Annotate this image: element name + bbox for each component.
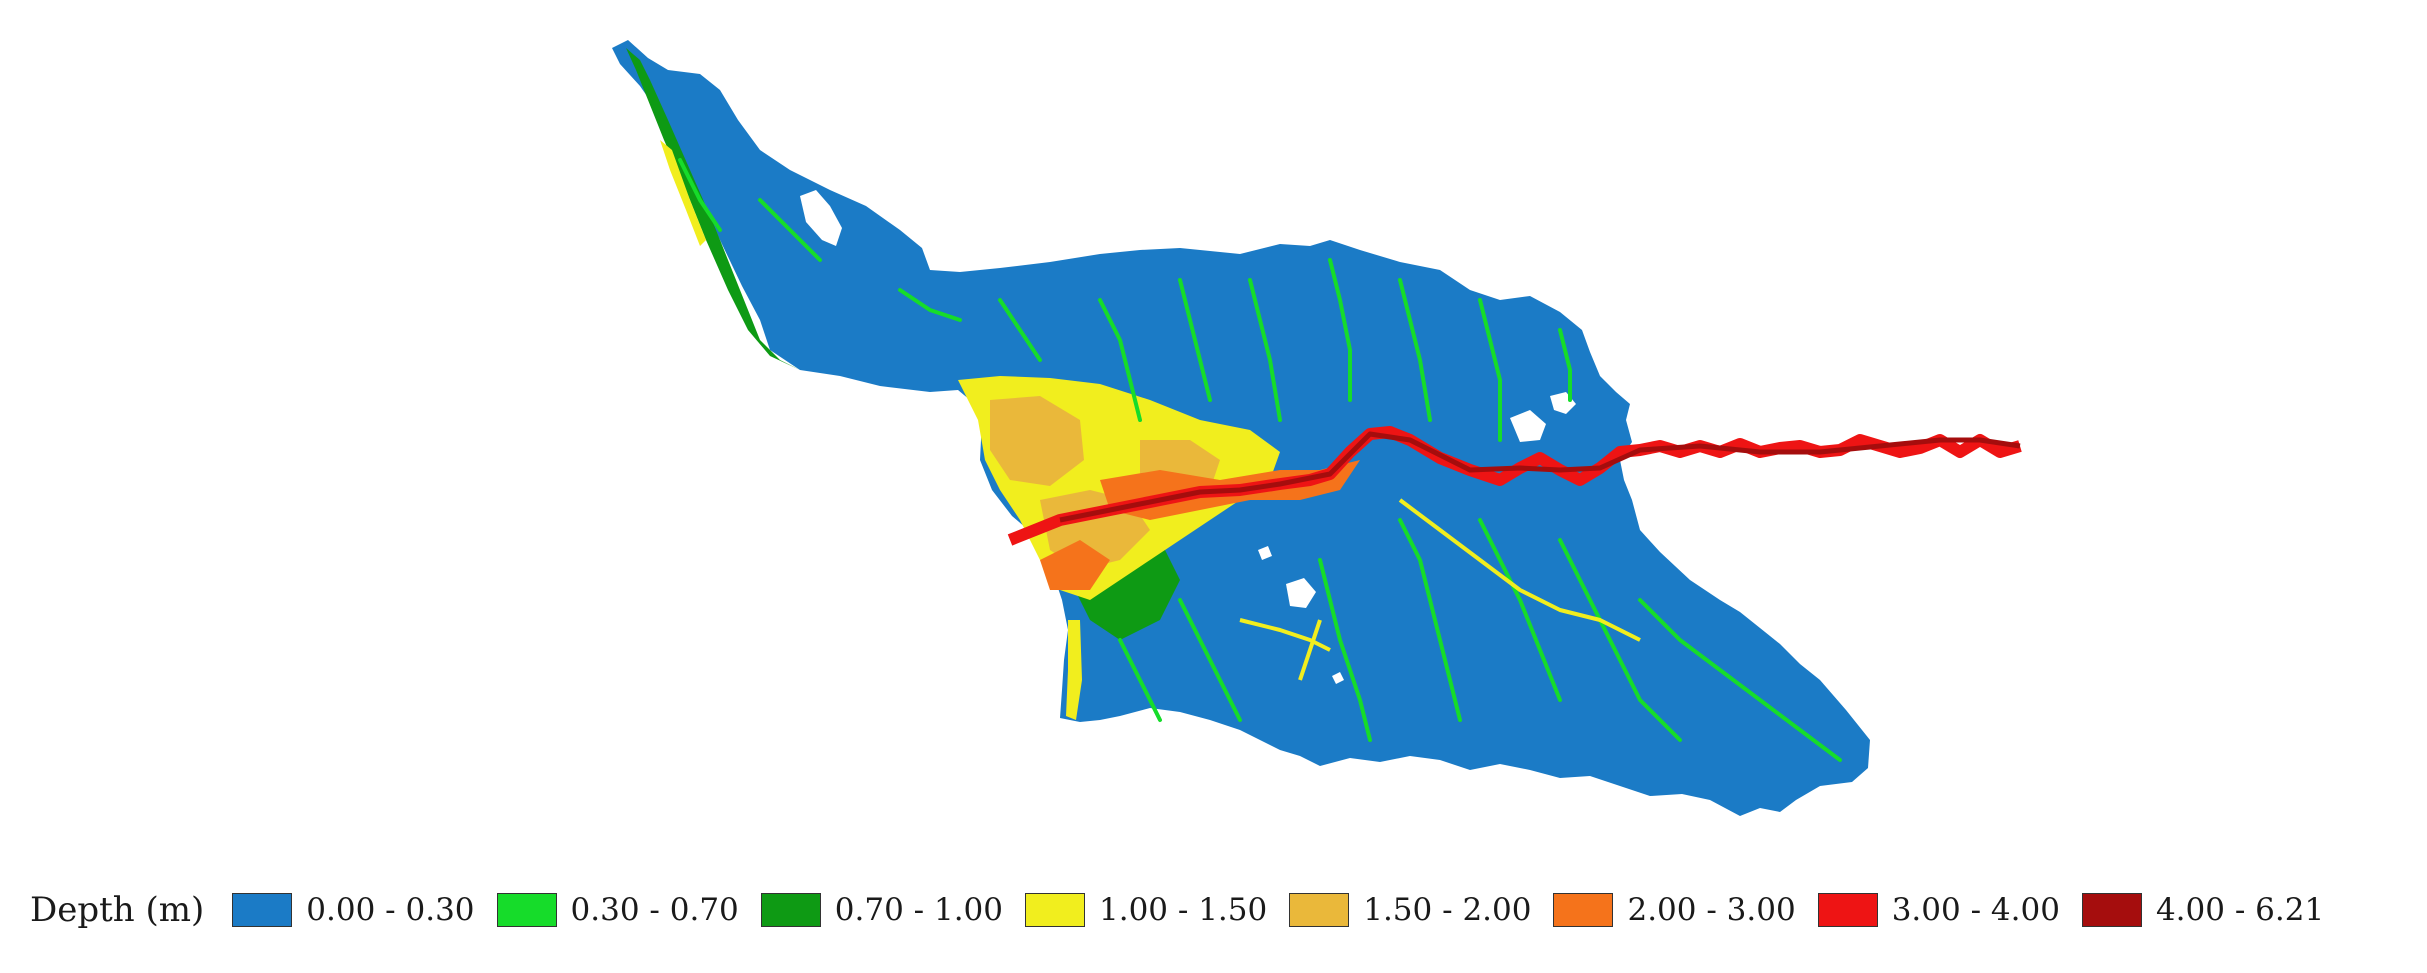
legend-item: 0.00 - 0.30 — [232, 892, 475, 928]
legend-label: 0.30 - 0.70 — [570, 892, 739, 928]
legend: Depth (m) 0.00 - 0.30 0.30 - 0.70 0.70 -… — [30, 880, 2346, 940]
legend-label: 0.00 - 0.30 — [306, 892, 475, 928]
legend-item: 0.70 - 1.00 — [760, 892, 1003, 928]
legend-swatch — [1025, 893, 1085, 927]
legend-title: Depth (m) — [30, 890, 205, 930]
legend-swatch — [760, 893, 821, 927]
legend-item: 0.30 - 0.70 — [496, 892, 739, 928]
legend-label: 2.00 - 3.00 — [1627, 892, 1796, 928]
legend-item: 4.00 - 6.21 — [2081, 892, 2325, 928]
legend-item: 2.00 - 3.00 — [1553, 892, 1796, 928]
legend-swatch — [232, 893, 293, 927]
legend-swatch — [1289, 893, 1350, 927]
legend-label: 4.00 - 6.21 — [2155, 892, 2325, 928]
legend-item: 3.00 - 4.00 — [1817, 892, 2060, 928]
legend-item: 1.50 - 2.00 — [1289, 892, 1531, 928]
legend-swatch — [1553, 893, 1614, 927]
legend-label: 0.70 - 1.00 — [834, 892, 1003, 928]
legend-label: 1.00 - 1.50 — [1099, 892, 1268, 928]
legend-item: 1.00 - 1.50 — [1025, 892, 1267, 928]
legend-swatch — [2081, 893, 2142, 927]
legend-swatch — [1817, 893, 1878, 927]
legend-label: 3.00 - 4.00 — [1891, 892, 2060, 928]
legend-label: 1.50 - 2.00 — [1363, 892, 1532, 928]
legend-swatch — [496, 893, 557, 927]
catchment-area — [612, 40, 1870, 816]
